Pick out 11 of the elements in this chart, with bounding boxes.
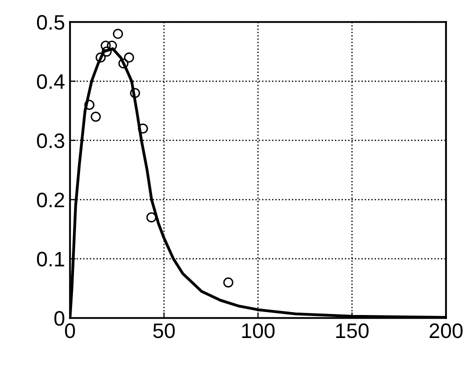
x-tick-label: 0 <box>65 323 75 338</box>
y-tick-label: 0.5 <box>36 15 64 30</box>
x-tick-label: 150 <box>336 323 369 338</box>
y-tick-label: 0.3 <box>36 133 64 148</box>
x-tick-label: 50 <box>153 323 175 338</box>
y-tick-label: 0.1 <box>36 252 64 267</box>
x-tick-label: 200 <box>430 323 463 338</box>
y-tick-label: 0.4 <box>36 74 65 89</box>
y-tick-label: 0.2 <box>36 192 64 208</box>
x-tick-label: 100 <box>242 323 275 338</box>
y-tick-label: 0 <box>54 311 64 326</box>
